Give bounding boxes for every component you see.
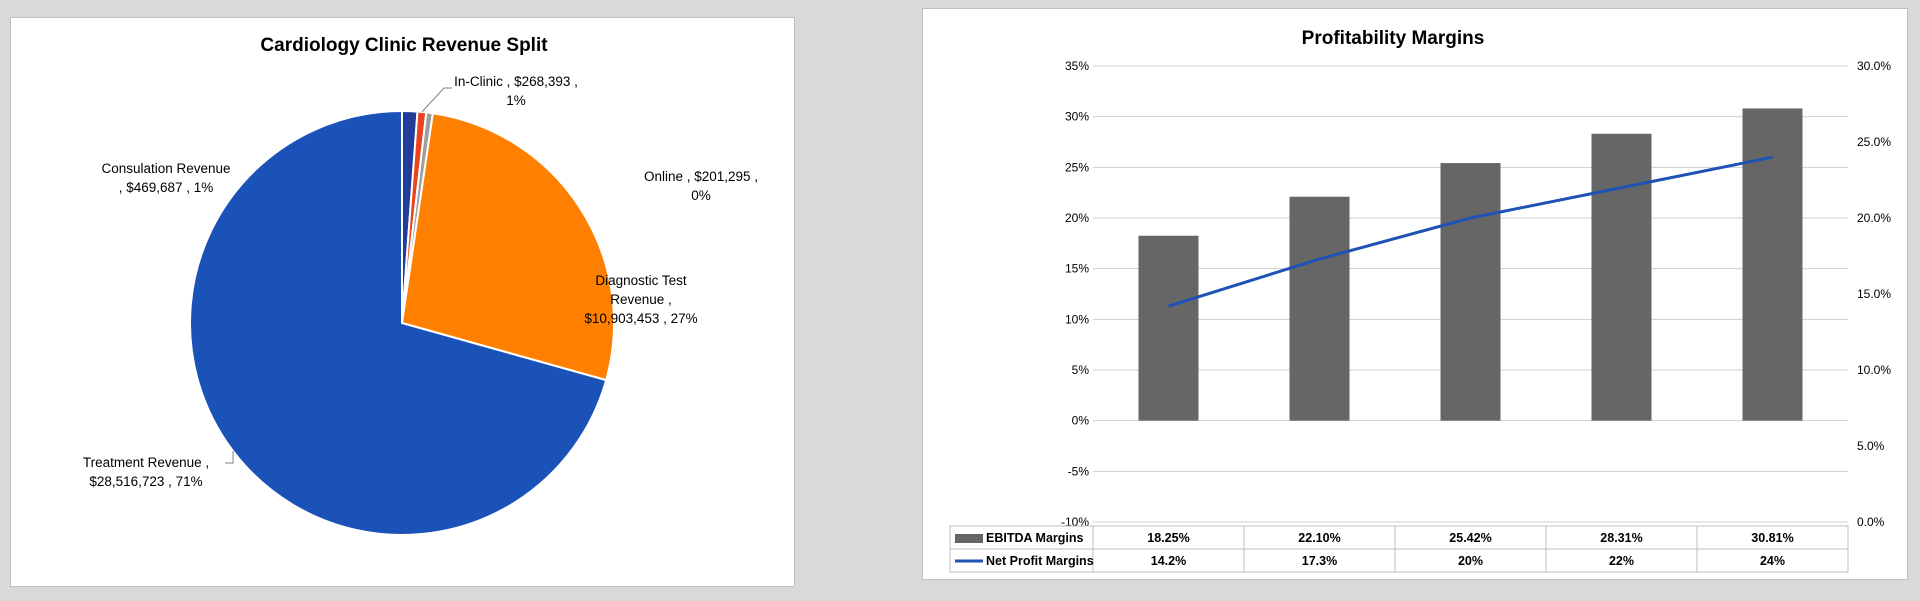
pie-label-online: Online , $201,295 , 0% (644, 169, 758, 203)
left-axis-tick: 30% (1065, 110, 1089, 124)
pie-label-diagnostic-test-revenue: Diagnostic Test Revenue , $10,903,453 , 27… (584, 273, 697, 326)
left-axis-tick: -10% (1061, 515, 1089, 529)
data-table-series-name: Net Profit Margins (986, 554, 1094, 568)
left-axis-tick: 5% (1072, 363, 1090, 377)
data-table-cell: 25.42% (1449, 531, 1491, 545)
right-axis-tick: 10.0% (1857, 363, 1891, 377)
data-table-cell: 14.2% (1151, 554, 1186, 568)
left-axis-tick: 20% (1065, 211, 1089, 225)
pie-label-in-clinic: In-Clinic , $268,393 , 1% (454, 74, 578, 108)
right-axis-tick: 15.0% (1857, 287, 1891, 301)
data-table-cell: 20% (1458, 554, 1483, 568)
pie-chart-title: Cardiology Clinic Revenue Split (260, 35, 548, 56)
data-table-cell: 30.81% (1751, 531, 1793, 545)
left-axis-tick: -5% (1068, 464, 1090, 478)
data-table-cell: 22% (1609, 554, 1634, 568)
pie-label-treatment-revenue: Treatment Revenue , $28,516,723 , 71% (83, 455, 209, 489)
data-table-cell: 24% (1760, 554, 1785, 568)
left-axis-tick: 0% (1072, 414, 1090, 428)
pie-leader-treatment (225, 451, 234, 464)
right-axis-tick: 5.0% (1857, 439, 1885, 453)
profitability-margins-chart: Profitability Margins -10% -5% 0% 5% 10% 15% 2… (949, 28, 1891, 573)
pie-slice-diagnostic-test-revenue (400, 112, 615, 382)
left-axis-tick: 15% (1065, 262, 1089, 276)
pie-leader-in-clinic (421, 87, 452, 113)
right-axis-tick: 0.0% (1857, 515, 1885, 529)
left-axis-tick: 25% (1065, 160, 1089, 174)
data-table-cell: 22.10% (1298, 531, 1340, 545)
net-profit-line (1168, 155, 1773, 308)
ebitda-bar (1591, 133, 1652, 421)
left-axis-tick: 10% (1065, 312, 1089, 326)
pie-label-consulation-revenue: Consulation Revenue, $469,687 , 1% (101, 161, 230, 195)
ebitda-bar (1440, 163, 1501, 421)
ebitda-bar (1742, 108, 1803, 421)
legend-key-ebitda (955, 534, 983, 543)
profitability-chart-panel: Profitability Margins -10% -5% 0% 5% 10% 15% 2… (922, 8, 1908, 580)
right-axis-tick: 25.0% (1857, 135, 1891, 149)
data-table-cell: 17.3% (1302, 554, 1337, 568)
data-table-cell: 18.25% (1147, 531, 1189, 545)
data-table-series-name: EBITDA Margins (986, 531, 1084, 545)
ebitda-bar (1289, 196, 1350, 421)
left-axis-tick: 35% (1065, 59, 1089, 73)
revenue-split-chart-panel: Cardiology Clinic Revenue Split Consulat… (10, 17, 795, 587)
ebitda-bar (1138, 235, 1199, 421)
right-axis-tick: 30.0% (1857, 59, 1891, 73)
revenue-split-pie-chart: Cardiology Clinic Revenue Split Consulat… (83, 35, 758, 536)
bar-chart-title: Profitability Margins (1302, 28, 1485, 49)
data-table-cell: 28.31% (1600, 531, 1642, 545)
right-axis-tick: 20.0% (1857, 211, 1891, 225)
